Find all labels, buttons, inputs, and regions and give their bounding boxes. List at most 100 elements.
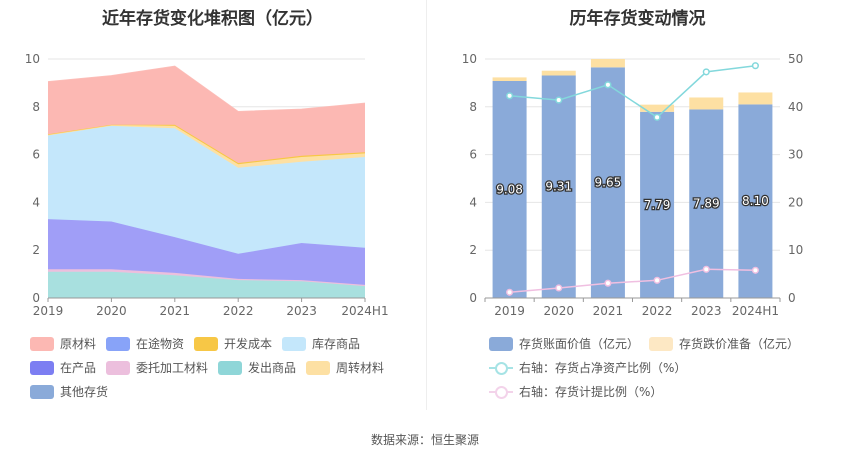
line-swatch: [489, 361, 513, 375]
x-tick-label: 2020: [96, 304, 127, 318]
legend-label: 其他存货: [60, 385, 109, 399]
net-asset-ratio-point: [702, 68, 710, 76]
provision-ratio-point: [702, 265, 710, 273]
net-asset-ratio-point: [604, 81, 612, 89]
legend-label: 原材料: [60, 337, 97, 351]
legend-label: 在途物资: [136, 337, 185, 351]
x-tick-label: 2019: [494, 304, 525, 318]
y-tick-label: 8: [32, 100, 40, 114]
legend-raw[interactable]: 原材料: [30, 335, 96, 352]
area-series: [48, 125, 365, 254]
y-tick-label: 6: [32, 148, 40, 162]
legend-turnover[interactable]: 周转材料: [306, 359, 384, 376]
net-asset-ratio-point: [506, 92, 514, 100]
panel-divider: [426, 0, 427, 410]
swatch: [489, 336, 513, 351]
legend-label: 库存商品: [312, 337, 361, 351]
area-series: [48, 219, 365, 285]
legend-label: 委托加工材料: [136, 361, 209, 375]
bar-impairment: [492, 77, 527, 81]
legend-impairment[interactable]: 存货跌价准备（亿元）: [649, 335, 799, 352]
y-tick-label: 2: [469, 243, 477, 257]
right-chart-title: 历年存货变动情况: [569, 9, 706, 29]
bar-book-value: [640, 111, 675, 298]
y-tick-label: 6: [469, 148, 477, 162]
y-tick-label: 0: [32, 291, 40, 305]
provision-ratio-point: [604, 279, 612, 287]
legend-book-value[interactable]: 存货账面价值（亿元）: [489, 335, 639, 352]
area-series: [48, 271, 365, 298]
bar-value-label: 7.89: [693, 197, 720, 211]
area-series: [48, 66, 365, 163]
area-series: [48, 269, 365, 287]
bar-impairment: [590, 59, 625, 68]
provision-ratio-point: [555, 284, 563, 292]
y-tick-label: 8: [469, 100, 477, 114]
y2-tick-label: 30: [788, 148, 803, 162]
y-tick-label: 4: [469, 195, 477, 209]
legend-label: 右轴：存货占净资产比例（%）: [519, 361, 687, 375]
x-tick-label: 2024H1: [341, 304, 388, 318]
legend-transit[interactable]: 在途物资: [106, 335, 184, 352]
y2-tick-label: 40: [788, 100, 803, 114]
legend-label: 周转材料: [336, 361, 385, 375]
legend-provision-ratio[interactable]: 右轴：存货计提比例（%）: [489, 383, 662, 400]
bar-line-chart: 0 2 4 6 8 10 0 10 20 30 40 50 9.08 9.31 9.65 7.79 7.89 8.…: [462, 52, 804, 318]
net-asset-ratio-point: [555, 96, 563, 104]
bar-book-value: [590, 67, 625, 299]
swatch: [106, 336, 130, 351]
left-chart-title: 近年存货变化堆积图（亿元）: [102, 9, 323, 29]
y-tick-label: 10: [25, 52, 40, 66]
bar-value-label: 9.65: [595, 176, 622, 190]
x-tick-label: 2021: [593, 304, 624, 318]
swatch: [218, 360, 242, 375]
legend-label: 存货跌价准备（亿元）: [679, 337, 800, 351]
y-tick-label: 2: [32, 243, 40, 257]
legend-stock[interactable]: 库存商品: [282, 335, 360, 352]
x-tick-label: 2019: [33, 304, 64, 318]
bar-impairment: [541, 70, 576, 76]
legend-consign[interactable]: 委托加工材料: [106, 359, 208, 376]
bar-book-value: [738, 104, 773, 298]
swatch: [30, 384, 54, 399]
swatch: [649, 336, 673, 351]
net-asset-ratio-point: [653, 113, 661, 121]
y2-tick-label: 10: [788, 243, 803, 257]
provision-ratio-point: [653, 276, 661, 284]
swatch: [30, 336, 54, 351]
swatch: [306, 360, 330, 375]
swatch: [106, 360, 130, 375]
swatch: [30, 360, 54, 375]
x-tick-label: 2020: [543, 304, 574, 318]
y-tick-label: 10: [462, 52, 477, 66]
bar-impairment: [640, 104, 675, 112]
y2-tick-label: 0: [788, 291, 796, 305]
legend-other[interactable]: 其他存货: [30, 383, 108, 400]
bar-book-value: [492, 80, 527, 298]
legend-shipped[interactable]: 发出商品: [218, 359, 296, 376]
bar-value-label: 9.08: [496, 182, 523, 196]
legend-wip[interactable]: 在产品: [30, 359, 96, 376]
legend-dev[interactable]: 开发成本: [194, 335, 272, 352]
bar-book-value: [541, 75, 576, 298]
data-source: 数据来源：恒生聚源: [370, 433, 479, 447]
swatch: [194, 336, 218, 351]
line-swatch: [489, 385, 513, 399]
x-tick-label: 2022: [223, 304, 254, 318]
provision-ratio-point: [751, 266, 759, 274]
bar-impairment: [689, 97, 724, 110]
x-tick-label: 2021: [160, 304, 191, 318]
x-tick-label: 2022: [642, 304, 673, 318]
area-edge: [47, 65, 366, 113]
swatch: [282, 336, 306, 351]
bar-value-label: 8.10: [742, 194, 769, 208]
legend-label: 开发成本: [224, 337, 273, 351]
legend-label: 右轴：存货计提比例（%）: [519, 385, 663, 399]
bar-value-label: 7.79: [644, 198, 671, 212]
y2-tick-label: 50: [788, 52, 803, 66]
stacked-area-chart: 0 2 4 6 8 10 2019 2020 2021 2022 2023 2024H1: [25, 52, 389, 318]
legend-label: 在产品: [60, 361, 97, 375]
legend-label: 发出商品: [248, 361, 297, 375]
x-tick-label: 2023: [691, 304, 722, 318]
legend-net-asset-ratio[interactable]: 右轴：存货占净资产比例（%）: [489, 359, 686, 376]
